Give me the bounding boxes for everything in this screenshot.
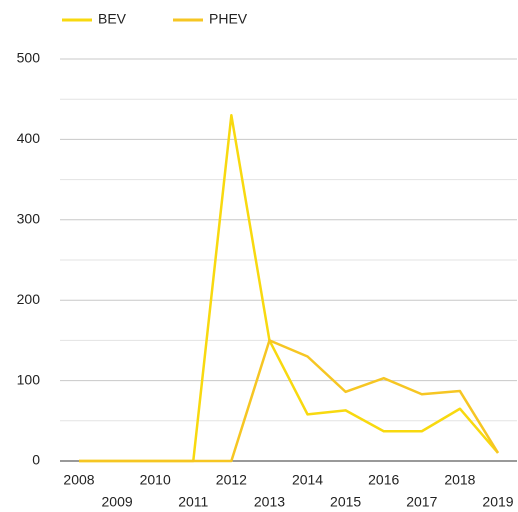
legend-label: PHEV: [209, 11, 248, 27]
x-tick-label: 2011: [178, 494, 208, 510]
x-tick-label: 2008: [63, 472, 94, 488]
x-tick-label: 2018: [444, 472, 475, 488]
legend-label: BEV: [98, 11, 127, 27]
x-tick-label: 2017: [406, 494, 437, 510]
line: [79, 339, 500, 463]
x-tick-label: 2013: [254, 494, 285, 510]
x-tick-label: 2012: [216, 472, 247, 488]
x-tick-label: 2015: [330, 494, 361, 510]
y-tick-label: 500: [17, 50, 41, 66]
y-tick-label: 300: [17, 211, 41, 227]
x-tick-label: 2014: [292, 472, 323, 488]
line: [79, 114, 499, 463]
y-tick-label: 100: [17, 371, 41, 387]
y-tick-label: 0: [32, 452, 40, 468]
y-tick-label: 400: [17, 130, 41, 146]
y-tick-label: 200: [17, 291, 41, 307]
x-tick-label: 2019: [482, 494, 513, 510]
x-tick-label: 2016: [368, 472, 399, 488]
x-tick-label: 2010: [140, 472, 171, 488]
x-tick-label: 2009: [102, 494, 133, 510]
